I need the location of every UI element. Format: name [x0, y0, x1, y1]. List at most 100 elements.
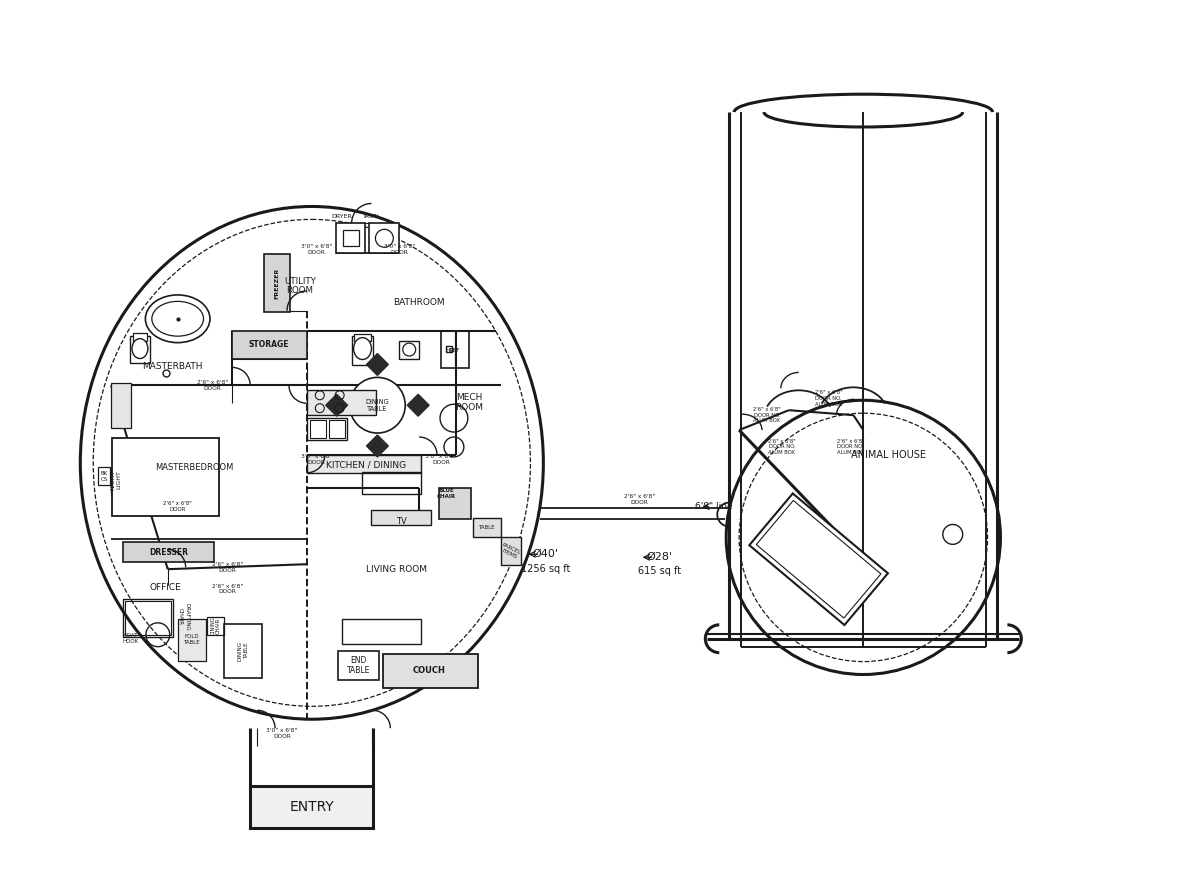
- Ellipse shape: [80, 207, 544, 719]
- Ellipse shape: [145, 295, 210, 342]
- Text: Ø28': Ø28': [647, 553, 673, 562]
- Text: 2'6" x 6'8"
DOOR NO.
ALUM BOX: 2'6" x 6'8" DOOR NO. ALUM BOX: [836, 438, 864, 455]
- Text: IRON: IRON: [364, 214, 379, 219]
- Bar: [178, 619, 205, 661]
- Polygon shape: [366, 435, 389, 457]
- Text: LIVING ROOM: LIVING ROOM: [366, 565, 427, 574]
- Text: DRAFTING
CHAIR: DRAFTING CHAIR: [179, 603, 190, 631]
- Text: DINING
TABLE: DINING TABLE: [238, 641, 248, 661]
- Bar: [383, 654, 478, 688]
- Text: TABLE: TABLE: [479, 525, 496, 530]
- Text: MECH: MECH: [456, 392, 482, 402]
- Bar: [361, 472, 421, 494]
- Bar: [329, 420, 344, 438]
- Text: COAT
HOOK: COAT HOOK: [122, 634, 139, 644]
- Bar: [343, 231, 359, 246]
- Circle shape: [726, 400, 1001, 674]
- Bar: [124, 599, 173, 637]
- Text: REF: REF: [448, 348, 460, 353]
- Text: BLUE
CHAIR: BLUE CHAIR: [437, 488, 456, 499]
- Text: NIGHT
LIGHT: NIGHT LIGHT: [110, 470, 121, 490]
- Bar: [112, 438, 220, 516]
- Text: ENTRY: ENTRY: [289, 800, 335, 814]
- Text: DRYER: DRYER: [331, 214, 352, 219]
- Bar: [307, 391, 377, 415]
- Ellipse shape: [132, 339, 148, 358]
- Bar: [749, 494, 888, 625]
- Text: 2'6" x 6'8"
DOOR: 2'6" x 6'8" DOOR: [624, 495, 655, 505]
- Text: MASTERBEDROOM: MASTERBEDROOM: [155, 464, 234, 473]
- Bar: [125, 601, 170, 634]
- Text: 2'6" x 6'8"
DOOR NO.
ALUM BOX: 2'6" x 6'8" DOOR NO. ALUM BOX: [754, 407, 781, 423]
- Bar: [233, 331, 307, 358]
- Bar: [112, 384, 131, 428]
- Text: COUCH: COUCH: [413, 666, 445, 675]
- Bar: [307, 418, 347, 440]
- Text: OFFICE: OFFICE: [150, 583, 181, 591]
- Text: KITCHEN / DINING: KITCHEN / DINING: [326, 460, 407, 469]
- Polygon shape: [325, 394, 348, 416]
- Bar: [307, 455, 421, 473]
- Bar: [264, 254, 290, 312]
- Text: BK
CS: BK CS: [101, 472, 108, 482]
- Text: ROOM: ROOM: [455, 403, 482, 412]
- Ellipse shape: [354, 338, 372, 360]
- Text: STORAGE: STORAGE: [248, 340, 289, 349]
- Text: 2'6" x 6'8"
DOOR: 2'6" x 6'8" DOOR: [211, 561, 242, 573]
- Bar: [500, 538, 521, 565]
- Bar: [372, 510, 431, 525]
- Text: DINING
TABLE: DINING TABLE: [366, 399, 389, 412]
- Text: 2'6" x 6'8"
DOOR NO.
ALUM BOX: 2'6" x 6'8" DOOR NO. ALUM BOX: [815, 390, 842, 407]
- Text: TV: TV: [396, 517, 407, 526]
- Text: 3'0" x 6'8"
DOOR: 3'0" x 6'8" DOOR: [301, 454, 332, 466]
- Bar: [98, 466, 110, 485]
- Bar: [442, 331, 469, 369]
- Bar: [251, 786, 373, 827]
- Bar: [336, 224, 366, 253]
- Bar: [473, 517, 500, 538]
- Text: DINING
CHAIR: DINING CHAIR: [210, 617, 221, 635]
- Bar: [124, 542, 215, 562]
- Text: 615 sq ft: 615 sq ft: [638, 566, 682, 576]
- Bar: [756, 501, 881, 618]
- Circle shape: [349, 378, 406, 433]
- Text: 3'0" x 6'8"
DOOR: 3'0" x 6'8" DOOR: [425, 454, 457, 466]
- Text: 2'6" x 6'8"
DOOR: 2'6" x 6'8" DOOR: [197, 380, 228, 391]
- Text: 3'0" x 6'8"
DOOR: 3'0" x 6'8" DOOR: [266, 728, 298, 738]
- Text: FOLD
TABLE: FOLD TABLE: [184, 634, 200, 645]
- Text: 2'6" x 6'8"
DOOR NO.
ALUM BOX: 2'6" x 6'8" DOOR NO. ALUM BOX: [768, 438, 796, 455]
- Bar: [439, 488, 470, 519]
- Text: DRESSER: DRESSER: [149, 547, 188, 557]
- Text: END
TABLE: END TABLE: [347, 656, 371, 675]
- Text: 3'0" x 6'8"
DOOR: 3'0" x 6'8" DOOR: [301, 244, 332, 254]
- Text: FREEZER: FREEZER: [275, 268, 280, 298]
- Bar: [206, 617, 224, 634]
- Bar: [370, 224, 400, 253]
- Circle shape: [403, 343, 415, 356]
- Ellipse shape: [152, 301, 204, 336]
- Text: MASTERBATH: MASTERBATH: [143, 362, 203, 371]
- Text: UTILITY: UTILITY: [284, 276, 316, 285]
- Text: 6'8" line: 6'8" line: [696, 502, 733, 511]
- Bar: [400, 341, 419, 358]
- Text: HD: HD: [445, 348, 455, 353]
- Bar: [342, 619, 421, 643]
- Text: ANIMAL HOUSE: ANIMAL HOUSE: [851, 450, 925, 460]
- Bar: [224, 624, 262, 678]
- Text: 2'6" x 6'8"
DOOR: 2'6" x 6'8" DOOR: [163, 502, 192, 512]
- Text: 1256 sq ft: 1256 sq ft: [521, 564, 570, 574]
- Polygon shape: [366, 354, 389, 376]
- Text: Ø40': Ø40': [533, 549, 558, 560]
- Text: ROOM: ROOM: [287, 287, 313, 296]
- Polygon shape: [407, 394, 430, 416]
- Text: BATHROOM: BATHROOM: [394, 298, 445, 307]
- Bar: [133, 333, 146, 341]
- Text: 2'6" x 6'8"
DOOR: 2'6" x 6'8" DOOR: [211, 583, 242, 595]
- Bar: [337, 650, 379, 680]
- Bar: [310, 420, 325, 438]
- Text: PARCEL
ITEMS: PARCEL ITEMS: [499, 542, 522, 561]
- Text: 3'0" x 6'8"
DOOR: 3'0" x 6'8" DOOR: [384, 244, 415, 254]
- Bar: [130, 335, 150, 363]
- Bar: [354, 334, 372, 341]
- Bar: [352, 335, 373, 365]
